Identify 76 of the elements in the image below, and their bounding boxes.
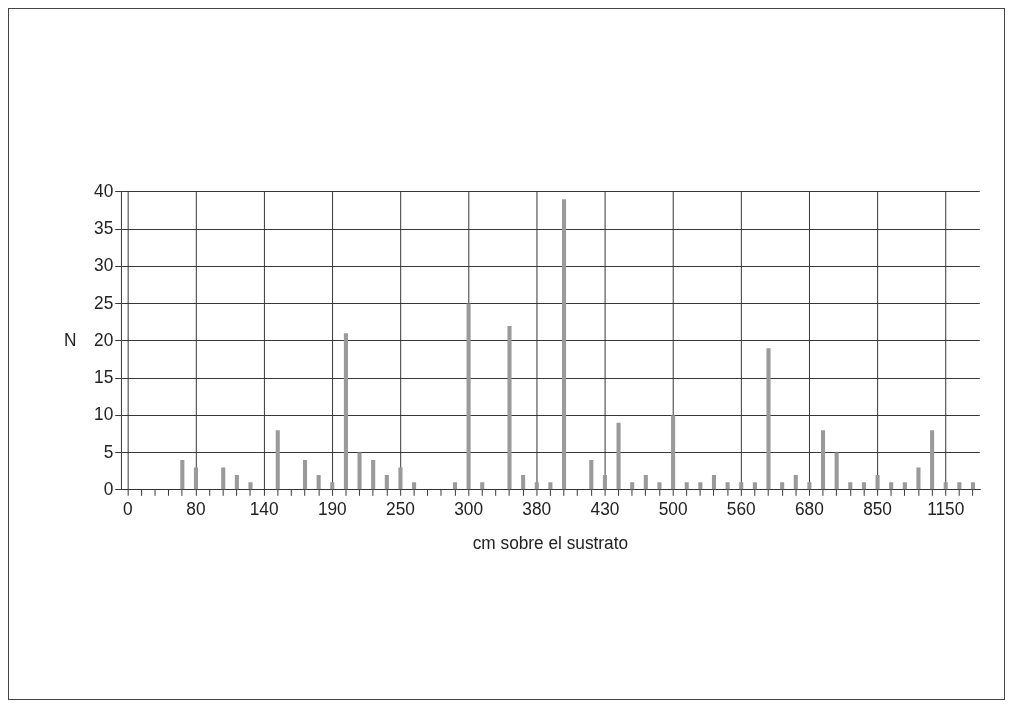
y-tick-label: 10 [94,403,114,425]
x-tick-label: 500 [658,498,688,519]
bar [930,430,935,490]
bar [357,452,362,490]
bar [834,452,839,490]
bar [916,467,921,490]
bar [820,430,826,490]
bar [316,474,321,490]
x-tick-label: 850 [863,498,893,519]
bar [302,460,308,490]
bar [412,482,417,490]
bar [221,467,226,490]
x-tick-label: 300 [454,498,484,519]
y-tick-label: 35 [94,217,114,239]
bar [643,474,648,490]
x-tick-label: 680 [795,498,824,519]
bar [711,474,717,490]
bar [521,474,526,490]
bar [739,482,744,490]
bar [589,460,594,490]
bar [371,460,376,490]
bar [616,422,621,490]
bar [848,482,853,490]
bar [602,474,607,490]
bar [943,482,948,490]
y-tick-label: 40 [94,180,114,201]
bar [793,474,798,490]
x-tick-label: 140 [249,498,279,519]
bar [548,482,553,490]
bar [452,482,458,490]
bar [248,482,253,490]
bar [861,482,866,490]
x-tick-label: 430 [590,498,620,519]
bar [766,348,771,490]
bar [970,482,976,490]
x-tick-label: 1150 [927,498,965,519]
bar [384,474,389,490]
bar [275,430,280,490]
bar [957,482,962,490]
bar [902,482,907,490]
bar [466,303,471,490]
y-tick-label: 0 [103,478,114,499]
bar [807,482,812,490]
bar [657,482,662,490]
bar [534,482,539,490]
y-tick-label: 15 [94,366,114,388]
bar [752,482,757,490]
y-tick-label: 25 [94,292,114,313]
bar [780,482,785,490]
bar [684,482,689,490]
x-tick-label: 560 [726,498,756,519]
x-tick-label: 0 [123,498,133,519]
bar [561,199,567,490]
bar [875,474,880,490]
bar [671,415,676,490]
bar [889,482,894,490]
x-axis-title: cm sobre el sustrato [472,532,629,554]
bar [398,467,403,490]
bar [343,333,348,490]
bar [234,474,239,490]
bar [698,482,703,490]
x-tick-label: 80 [186,498,206,519]
y-tick-label: 30 [94,254,114,276]
y-axis-title: N [63,329,77,350]
bar [180,460,185,490]
bar [193,467,199,490]
bar [330,482,335,490]
y-tick-label: 20 [94,329,114,350]
bar [630,482,635,490]
bar [725,482,730,490]
x-tick-label: 250 [386,498,416,519]
bar [507,325,512,490]
x-tick-label: 190 [317,498,347,519]
y-tick-label: 5 [103,441,114,462]
bar [480,482,485,490]
x-tick-label: 380 [522,498,552,519]
